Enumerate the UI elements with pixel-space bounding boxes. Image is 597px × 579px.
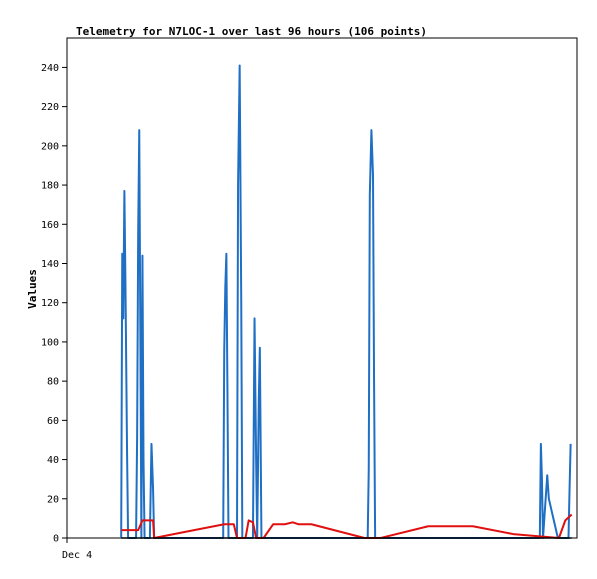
y-tick-label: 20 — [47, 494, 59, 505]
y-tick-label: 140 — [41, 259, 59, 270]
y-tick-label: 240 — [41, 63, 59, 74]
x-axis: Dec 4 — [62, 538, 92, 561]
y-tick-label: 220 — [41, 102, 59, 113]
y-tick-label: 120 — [41, 298, 59, 309]
y-tick-label: 160 — [41, 220, 59, 231]
y-tick-label: 180 — [41, 181, 59, 192]
y-axis-title: Values — [26, 269, 39, 309]
y-tick-label: 40 — [47, 455, 59, 466]
chart-title: Telemetry for N7LOC-1 over last 96 hours… — [76, 25, 427, 38]
y-tick-label: 60 — [47, 416, 59, 427]
y-tick-label: 200 — [41, 141, 59, 152]
y-tick-label: 0 — [53, 534, 59, 545]
y-tick-label: 80 — [47, 377, 59, 388]
y-tick-label: 100 — [41, 337, 59, 348]
x-tick-label: Dec 4 — [62, 550, 92, 561]
series-layer — [120, 64, 573, 539]
y-axis: 0 20 40 60 80 100 120 140 160 180 200 220 240 — [41, 63, 67, 545]
